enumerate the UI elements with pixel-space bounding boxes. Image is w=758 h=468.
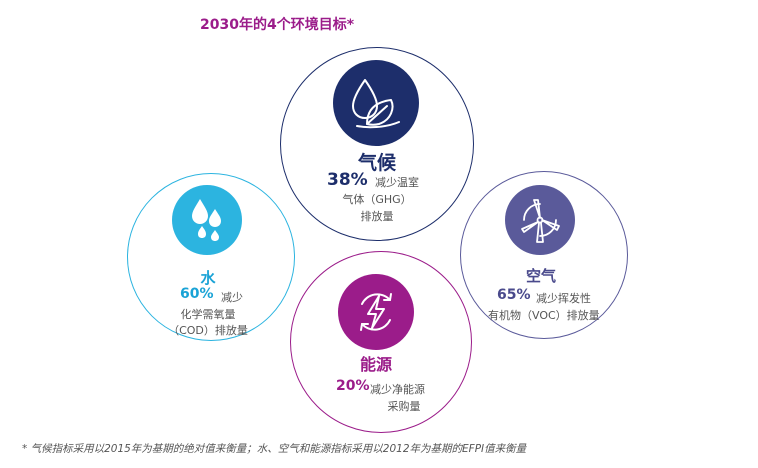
water-drops-icon xyxy=(172,185,242,255)
climate-goal-description: 减少温室 xyxy=(375,176,419,189)
climate-goal-percent: 38% xyxy=(327,170,368,190)
water-goal-percent: 60% xyxy=(180,286,214,302)
air-goal-percent: 65% xyxy=(497,287,531,303)
water-goal-name: 水 xyxy=(200,269,216,287)
diagram-title: 2030年的4个环境目标* xyxy=(200,17,355,33)
energy-goal-description: 采购量 xyxy=(387,400,421,413)
energy-goal-percent: 20% xyxy=(336,378,370,394)
air-goal-description: 有机物（VOC）排放量 xyxy=(488,309,600,322)
water-goal-description: 化学需氧量 xyxy=(180,308,236,321)
lightning-icon xyxy=(338,274,414,350)
climate-goal-description: 排放量 xyxy=(360,210,394,223)
climate-goal-description: 气体（GHG） xyxy=(342,193,412,206)
air-goal-name: 空气 xyxy=(525,267,556,285)
leaves-icon xyxy=(333,60,419,146)
footnote: * 气候指标采用以2015年为基期的绝对值来衡量；水、空气和能源指标采用以201… xyxy=(22,443,527,455)
water-goal-description: （COD）排放量 xyxy=(168,324,248,337)
water-goal-description: 减少 xyxy=(221,291,243,304)
air-goal-description: 减少挥发性 xyxy=(536,292,591,305)
energy-goal-name: 能源 xyxy=(359,355,392,374)
climate-goal-name: 气候 xyxy=(357,152,396,174)
energy-goal-description: 减少净能源 xyxy=(370,383,425,396)
wind-turbine-icon xyxy=(505,185,575,255)
